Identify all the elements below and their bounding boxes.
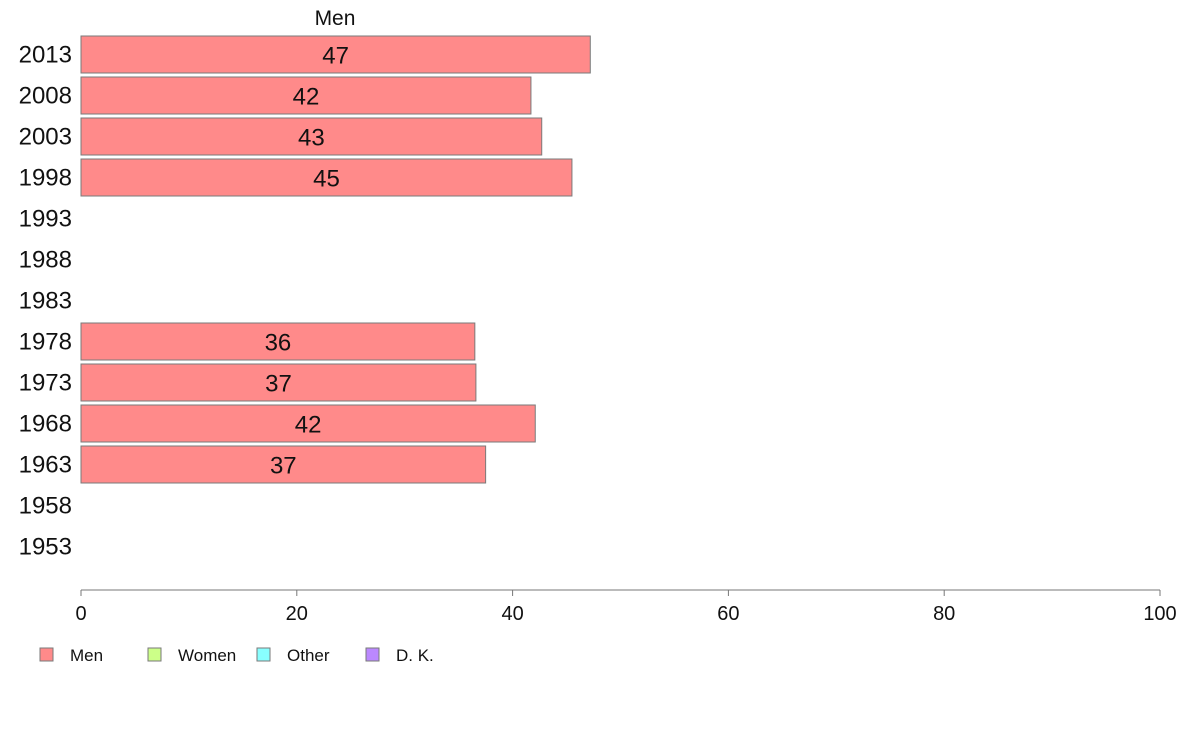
legend-label-other: Other bbox=[287, 646, 330, 665]
category-label-1968: 1968 bbox=[19, 411, 72, 438]
x-tick-label-80: 80 bbox=[933, 603, 955, 625]
x-axis: 0 20 40 60 80 100 bbox=[75, 589, 1177, 625]
category-label-1983: 1983 bbox=[19, 288, 72, 315]
legend-swatch-men bbox=[39, 647, 54, 662]
category-label-1998: 1998 bbox=[19, 165, 72, 192]
x-tick-label-40: 40 bbox=[501, 603, 523, 625]
legend-label-d-k: D. K. bbox=[396, 646, 434, 665]
x-tick-label-100: 100 bbox=[1143, 603, 1176, 625]
data-label-1973: 37 bbox=[265, 371, 292, 398]
x-tick-label-60: 60 bbox=[717, 603, 739, 625]
bar-2003 bbox=[80, 117, 543, 156]
data-label-1963: 37 bbox=[270, 453, 297, 480]
data-label-1998: 45 bbox=[313, 166, 340, 193]
bar-2013 bbox=[80, 35, 591, 74]
bar-1973 bbox=[80, 363, 477, 402]
category-label-1958: 1958 bbox=[19, 493, 72, 520]
category-label-2003: 2003 bbox=[19, 124, 72, 151]
legend-swatch-d-k bbox=[365, 647, 380, 662]
bar-2008 bbox=[80, 76, 532, 115]
bar-1998 bbox=[80, 158, 573, 197]
category-label-2008: 2008 bbox=[19, 83, 72, 110]
legend: Men Women Other D. K. bbox=[39, 646, 434, 665]
x-tick-label-20: 20 bbox=[286, 603, 308, 625]
legend-label-women: Women bbox=[178, 646, 236, 665]
chart-title: Men bbox=[315, 7, 356, 30]
legend-label-men: Men bbox=[70, 646, 103, 665]
category-label-1993: 1993 bbox=[19, 206, 72, 233]
data-label-2003: 43 bbox=[298, 125, 325, 152]
category-label-1973: 1973 bbox=[19, 370, 72, 397]
bar-1963 bbox=[80, 445, 487, 484]
bar-1968 bbox=[80, 404, 536, 443]
bars bbox=[80, 35, 591, 484]
category-label-1988: 1988 bbox=[19, 247, 72, 274]
category-label-2013: 2013 bbox=[19, 42, 72, 69]
category-label-1978: 1978 bbox=[19, 329, 72, 356]
legend-swatch-women bbox=[147, 647, 162, 662]
category-labels: 2013 2008 2003 1998 1993 1988 1983 1978 1973 1968… bbox=[19, 42, 72, 561]
x-tick-label-0: 0 bbox=[75, 603, 86, 625]
data-label-2013: 47 bbox=[322, 43, 349, 70]
bar-1978 bbox=[80, 322, 476, 361]
legend-swatch-other bbox=[256, 647, 271, 662]
category-label-1953: 1953 bbox=[19, 534, 72, 561]
data-label-1978: 36 bbox=[265, 330, 292, 357]
data-label-2008: 42 bbox=[293, 84, 320, 111]
category-label-1963: 1963 bbox=[19, 452, 72, 479]
data-label-1968: 42 bbox=[295, 412, 322, 439]
